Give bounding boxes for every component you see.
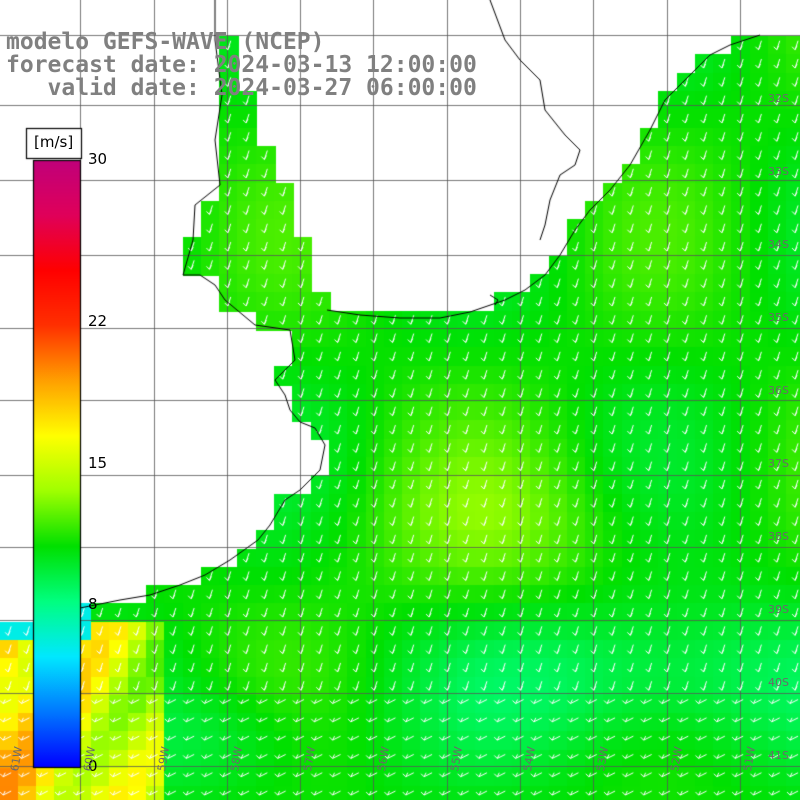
latitude-label: 41S [768, 749, 789, 762]
colorbar-tick-label: 8 [88, 595, 98, 614]
title-model: modelo GEFS-WAVE (NCEP) [6, 29, 325, 55]
colorbar-tick-label: 22 [88, 311, 108, 330]
latitude-label: 33S [768, 165, 789, 178]
latitude-label: 32S [768, 92, 789, 105]
latitude-label: 34S [768, 238, 789, 251]
title-forecast-date: forecast date: 2024-03-13 12:00:00 [6, 52, 477, 78]
colorbar-tick-label: 15 [88, 453, 108, 472]
latitude-label: 38S [768, 530, 789, 543]
latitude-label: 39S [768, 603, 789, 616]
latitude-label: 35S [768, 311, 789, 324]
latitude-label: 37S [768, 457, 789, 470]
latitude-label: 36S [768, 384, 789, 397]
colorbar-unit-label: [m/s] [34, 133, 74, 151]
colorbar-tick-label: 30 [88, 150, 108, 168]
title-valid-date: valid date: 2024-03-27 06:00:00 [6, 75, 477, 101]
colorbar-tick-label: 0 [88, 757, 98, 775]
latitude-label: 40S [768, 676, 789, 689]
